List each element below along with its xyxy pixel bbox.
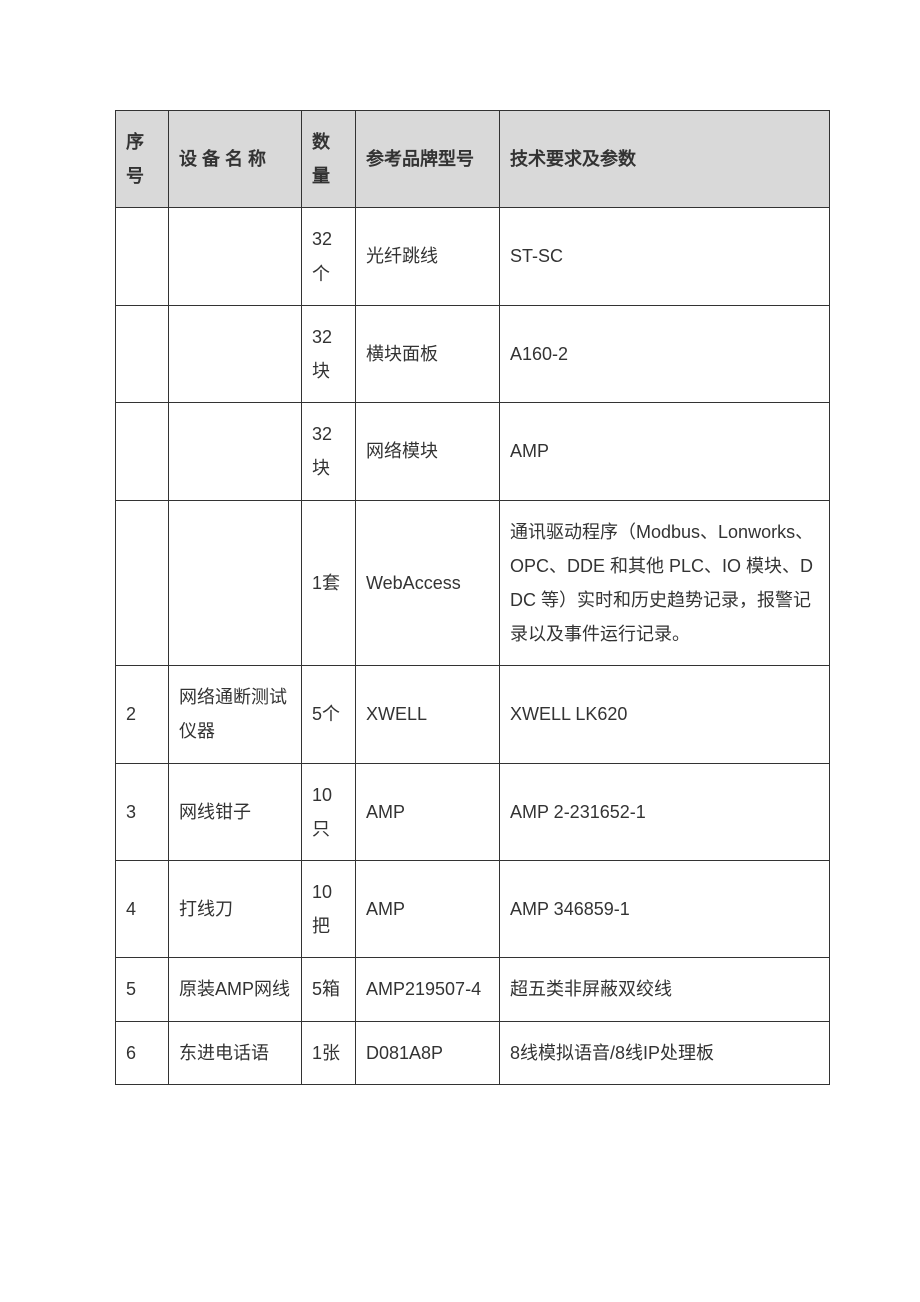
cell-c3: 32个	[302, 208, 356, 305]
table-row: 3网线钳子10只AMPAMP 2-231652-1	[116, 763, 830, 860]
cell-c4: WebAccess	[356, 500, 500, 666]
cell-c2: 网络通断测试仪器	[169, 666, 302, 763]
cell-c2: 打线刀	[169, 861, 302, 958]
cell-c5: XWELL LK620	[500, 666, 830, 763]
cell-c3: 1张	[302, 1021, 356, 1084]
cell-c5: 8线模拟语音/8线IP处理板	[500, 1021, 830, 1084]
cell-c4: D081A8P	[356, 1021, 500, 1084]
table-header-row: 序号 设 备 名 称 数量 参考品牌型号 技术要求及参数	[116, 111, 830, 208]
table-body: 32个光纤跳线ST-SC32块横块面板A160-232块网络模块AMP1套Web…	[116, 208, 830, 1084]
header-spec: 技术要求及参数	[500, 111, 830, 208]
cell-c5: AMP 346859-1	[500, 861, 830, 958]
cell-c1: 6	[116, 1021, 169, 1084]
cell-c3: 5个	[302, 666, 356, 763]
cell-c4: 光纤跳线	[356, 208, 500, 305]
cell-c4: AMP219507-4	[356, 958, 500, 1021]
cell-c1	[116, 500, 169, 666]
cell-c2	[169, 500, 302, 666]
cell-c5: A160-2	[500, 305, 830, 402]
table-row: 32块网络模块AMP	[116, 403, 830, 500]
cell-c2	[169, 208, 302, 305]
cell-c3: 10只	[302, 763, 356, 860]
cell-c4: AMP	[356, 861, 500, 958]
cell-c1: 4	[116, 861, 169, 958]
cell-c3: 32块	[302, 403, 356, 500]
cell-c5: 超五类非屏蔽双绞线	[500, 958, 830, 1021]
cell-c5: AMP 2-231652-1	[500, 763, 830, 860]
cell-c1	[116, 305, 169, 402]
table-row: 2网络通断测试仪器5个XWELLXWELL LK620	[116, 666, 830, 763]
cell-c2: 东进电话语	[169, 1021, 302, 1084]
header-name: 设 备 名 称	[169, 111, 302, 208]
cell-c2: 网线钳子	[169, 763, 302, 860]
cell-c3: 10把	[302, 861, 356, 958]
cell-c1	[116, 208, 169, 305]
table-row: 32块横块面板A160-2	[116, 305, 830, 402]
table-row: 5原装AMP网线5箱AMP219507-4超五类非屏蔽双绞线	[116, 958, 830, 1021]
cell-c1: 2	[116, 666, 169, 763]
cell-c4: 网络模块	[356, 403, 500, 500]
header-qty: 数量	[302, 111, 356, 208]
cell-c4: AMP	[356, 763, 500, 860]
cell-c4: XWELL	[356, 666, 500, 763]
header-seq: 序号	[116, 111, 169, 208]
cell-c2	[169, 305, 302, 402]
cell-c5: ST-SC	[500, 208, 830, 305]
cell-c3: 32块	[302, 305, 356, 402]
table-row: 1套WebAccess通讯驱动程序（Modbus、Lonworks、OPC、DD…	[116, 500, 830, 666]
cell-c1: 3	[116, 763, 169, 860]
cell-c2: 原装AMP网线	[169, 958, 302, 1021]
table-row: 32个光纤跳线ST-SC	[116, 208, 830, 305]
cell-c4: 横块面板	[356, 305, 500, 402]
cell-c2	[169, 403, 302, 500]
cell-c1	[116, 403, 169, 500]
header-brand: 参考品牌型号	[356, 111, 500, 208]
cell-c3: 1套	[302, 500, 356, 666]
cell-c5: AMP	[500, 403, 830, 500]
cell-c3: 5箱	[302, 958, 356, 1021]
cell-c5: 通讯驱动程序（Modbus、Lonworks、OPC、DDE 和其他 PLC、I…	[500, 500, 830, 666]
cell-c1: 5	[116, 958, 169, 1021]
equipment-table: 序号 设 备 名 称 数量 参考品牌型号 技术要求及参数 32个光纤跳线ST-S…	[115, 110, 830, 1085]
table-row: 6东进电话语1张D081A8P8线模拟语音/8线IP处理板	[116, 1021, 830, 1084]
table-row: 4打线刀10把AMPAMP 346859-1	[116, 861, 830, 958]
